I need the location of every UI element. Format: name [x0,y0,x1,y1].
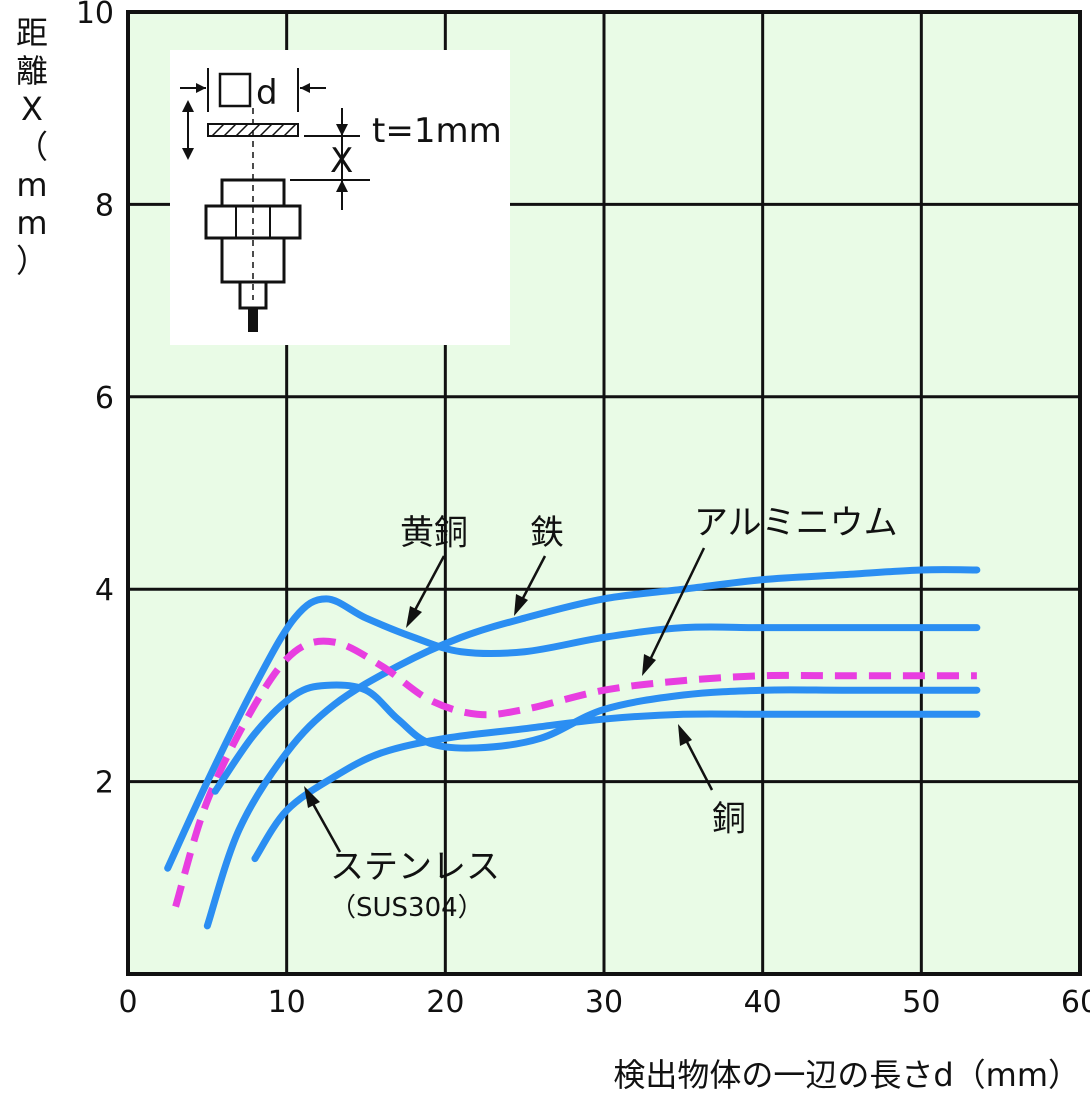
series-layer [164,566,981,930]
y-tick-label: 8 [95,188,114,223]
label-iron: 鉄 [530,513,564,553]
x-tick-label: 40 [744,985,782,1020]
sensor-cable [248,308,258,332]
d-arrow-head-right [300,83,310,93]
inset-thickness-label: t=1mm [372,111,502,151]
inset-d-label: d [256,73,278,113]
plate-hatch [247,123,261,137]
movement-arrow-up-head [182,100,194,112]
plate-hatch [259,123,273,137]
label-stainless: ステンレス [330,847,500,887]
plate-hatch [283,123,297,137]
y-tick-label: 10 [76,0,114,31]
x-tick-label: 50 [902,985,940,1020]
stainless-arrow-head [304,786,320,808]
movement-arrow-down-head [182,148,194,160]
copper-arrow-head [678,724,692,746]
x-arrow-head-bottom [336,180,348,192]
plate-hatch [235,123,249,137]
y-axis-title: 距離 X （m m） [16,14,48,280]
aluminum-leader-line [648,547,706,661]
plate-hatch [223,123,237,137]
tick-labels: 0 10 20 30 40 50 60 2 4 6 8 10 [76,0,1090,1020]
x-tick-label: 60 [1061,985,1090,1020]
stainless-leader-line [310,801,342,853]
plate-hatch [271,123,285,137]
copper-leader-line [684,739,714,791]
brass-arrow-head [406,606,422,628]
label-aluminum: アルミニウム [694,503,898,543]
sensor-head [220,178,286,208]
y-tick-label: 2 [95,766,114,801]
annotation-arrows [304,547,714,853]
series-line-1 [203,566,981,930]
label-stainless-grade: （SUS304） [330,893,484,923]
d-arrow-head-left [196,83,206,93]
plate-hatch [211,123,225,137]
iron-arrow-head [514,594,528,616]
series-line-4 [211,681,981,795]
aluminum-arrow-head [642,654,656,676]
x-tick-label: 30 [585,985,623,1020]
series-line-3 [172,637,977,908]
iron-leader-line [520,555,547,601]
brass-leader-line [412,555,446,613]
sensor-inset-diagram: d t=1mm X [170,50,510,345]
label-copper: 銅 [712,799,746,839]
inset-x-label: X [330,141,353,181]
series-line-2 [164,595,981,872]
x-tick-label: 0 [118,985,137,1020]
x-arrow-head-top [336,124,348,136]
x-tick-label: 10 [268,985,306,1020]
label-brass: 黄銅 [400,513,468,553]
x-axis-title: 検出物体の一辺の長さd（mm） [613,1056,1080,1094]
plot-frame [126,10,1082,976]
y-tick-label: 4 [95,573,114,608]
series-line-5 [251,710,981,863]
x-tick-label: 20 [426,985,464,1020]
annotation-labels: 黄銅 鉄 アルミニウム ステンレス （SUS304） 銅 [330,503,898,923]
y-tick-label: 6 [95,381,114,416]
target-square-icon [218,72,252,108]
